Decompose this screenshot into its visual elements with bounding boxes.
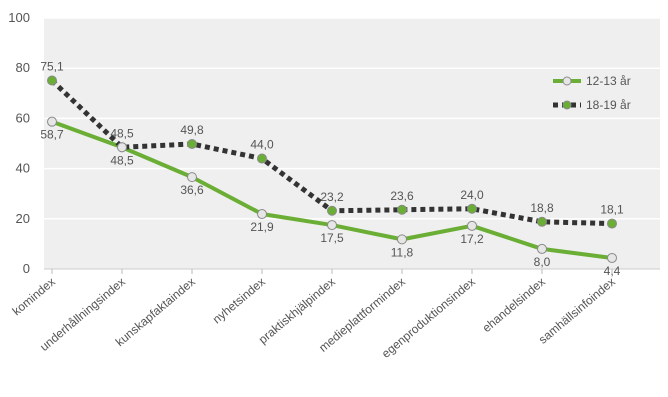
series-2-point	[607, 218, 617, 229]
series-1-point	[327, 220, 337, 231]
series-1-data-label: 36,6	[180, 183, 204, 197]
series-2-point	[47, 75, 57, 86]
y-tick-label: 80	[16, 60, 30, 75]
series-2-point	[187, 139, 197, 150]
series-2-point	[397, 204, 407, 215]
series-2-data-label: 44,0	[250, 138, 274, 152]
legend-marker-2	[562, 100, 572, 110]
series-1-point	[467, 220, 477, 231]
series-2-point	[327, 205, 337, 216]
plot-background	[44, 18, 660, 269]
y-tick-label: 0	[23, 261, 30, 276]
series-1-point	[397, 234, 407, 245]
series-2-data-label: 49,8	[180, 123, 204, 137]
y-tick-label: 20	[16, 211, 30, 226]
y-tick-label: 40	[16, 161, 30, 176]
series-1-point	[607, 252, 617, 263]
series-1-data-label: 17,5	[320, 231, 344, 245]
series-1-point	[117, 142, 127, 153]
series-1-point	[47, 116, 57, 127]
series-2-data-label: 24,0	[460, 188, 484, 202]
legend-label-2: 18-19 år	[586, 98, 631, 112]
x-tick-label: komindex	[10, 275, 58, 319]
series-2-point	[537, 216, 547, 227]
series-1-point	[537, 243, 547, 254]
series-1-data-label: 48,5	[110, 153, 134, 167]
legend-marker-1	[562, 76, 572, 86]
series-2-point	[257, 153, 267, 164]
series-1-data-label: 8,0	[534, 255, 551, 269]
series-1-data-label: 17,2	[460, 232, 484, 246]
series-1-point	[187, 172, 197, 183]
series-2-data-label: 23,2	[320, 190, 344, 204]
y-tick-label: 60	[16, 110, 30, 125]
series-2-data-label: 75,1	[40, 59, 64, 73]
series-2-data-label: 18,8	[530, 201, 554, 215]
series-1-point	[257, 209, 267, 220]
series-1-data-label: 21,9	[250, 220, 274, 234]
x-tick-label: ehandelsindex	[480, 275, 548, 335]
series-1-data-label: 4,4	[604, 264, 621, 278]
x-tick-label: nyhetsindex	[210, 275, 268, 327]
series-1-data-label: 11,8	[391, 245, 414, 259]
x-tick-label: samhällsinfoindex	[536, 275, 618, 347]
legend-label-1: 12-13 år	[586, 74, 631, 88]
y-tick-label: 100	[8, 10, 30, 25]
series-2-data-label: 48,5	[110, 126, 134, 140]
series-2-data-label: 18,1	[600, 203, 624, 217]
series-2-data-label: 23,6	[390, 189, 414, 203]
series-1-data-label: 58,7	[40, 128, 64, 142]
series-2-point	[467, 203, 477, 214]
